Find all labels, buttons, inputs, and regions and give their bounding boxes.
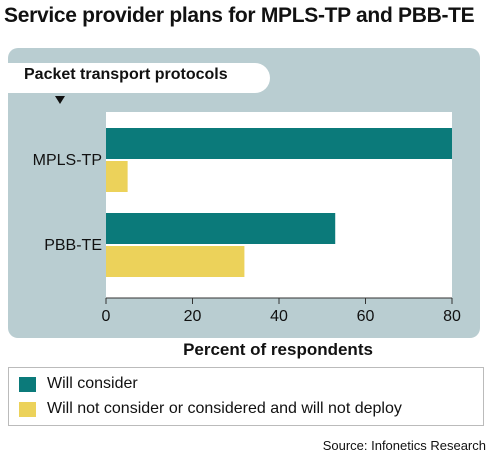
- chart-title: Service provider plans for MPLS-TP and P…: [4, 4, 475, 27]
- subtitle-box: [8, 63, 270, 93]
- chart-subtitle: Packet transport protocols: [24, 66, 228, 83]
- legend-label: Will consider: [47, 375, 138, 392]
- pointer-icon: [55, 96, 65, 104]
- legend-swatch-will-not-consider: [19, 401, 36, 417]
- category-label: MPLS-TP: [33, 152, 102, 169]
- x-tick-label: 60: [357, 308, 375, 325]
- source-note: Source: Infonetics Research: [322, 438, 486, 453]
- bar-pbb-te-series-1: [106, 246, 245, 277]
- x-tick-label: 20: [184, 308, 202, 325]
- x-tick-label: 40: [270, 308, 288, 325]
- legend-label: Will not consider or considered and will…: [47, 400, 402, 417]
- legend-item-will-not-consider: Will not consider or considered and will…: [19, 398, 402, 420]
- bar-mpls-tp-series-1: [106, 161, 128, 192]
- legend: Will consider Will not consider or consi…: [8, 367, 484, 426]
- legend-item-will-consider: Will consider: [19, 373, 138, 395]
- x-tick-label: 80: [443, 308, 461, 325]
- bar-pbb-te-series-0: [106, 213, 336, 244]
- x-axis-label: Percent of respondents: [183, 340, 373, 359]
- bar-mpls-tp-series-0: [106, 128, 452, 159]
- category-label: PBB-TE: [44, 237, 102, 254]
- x-tick-label: 0: [102, 308, 111, 325]
- legend-swatch-will-consider: [19, 376, 36, 392]
